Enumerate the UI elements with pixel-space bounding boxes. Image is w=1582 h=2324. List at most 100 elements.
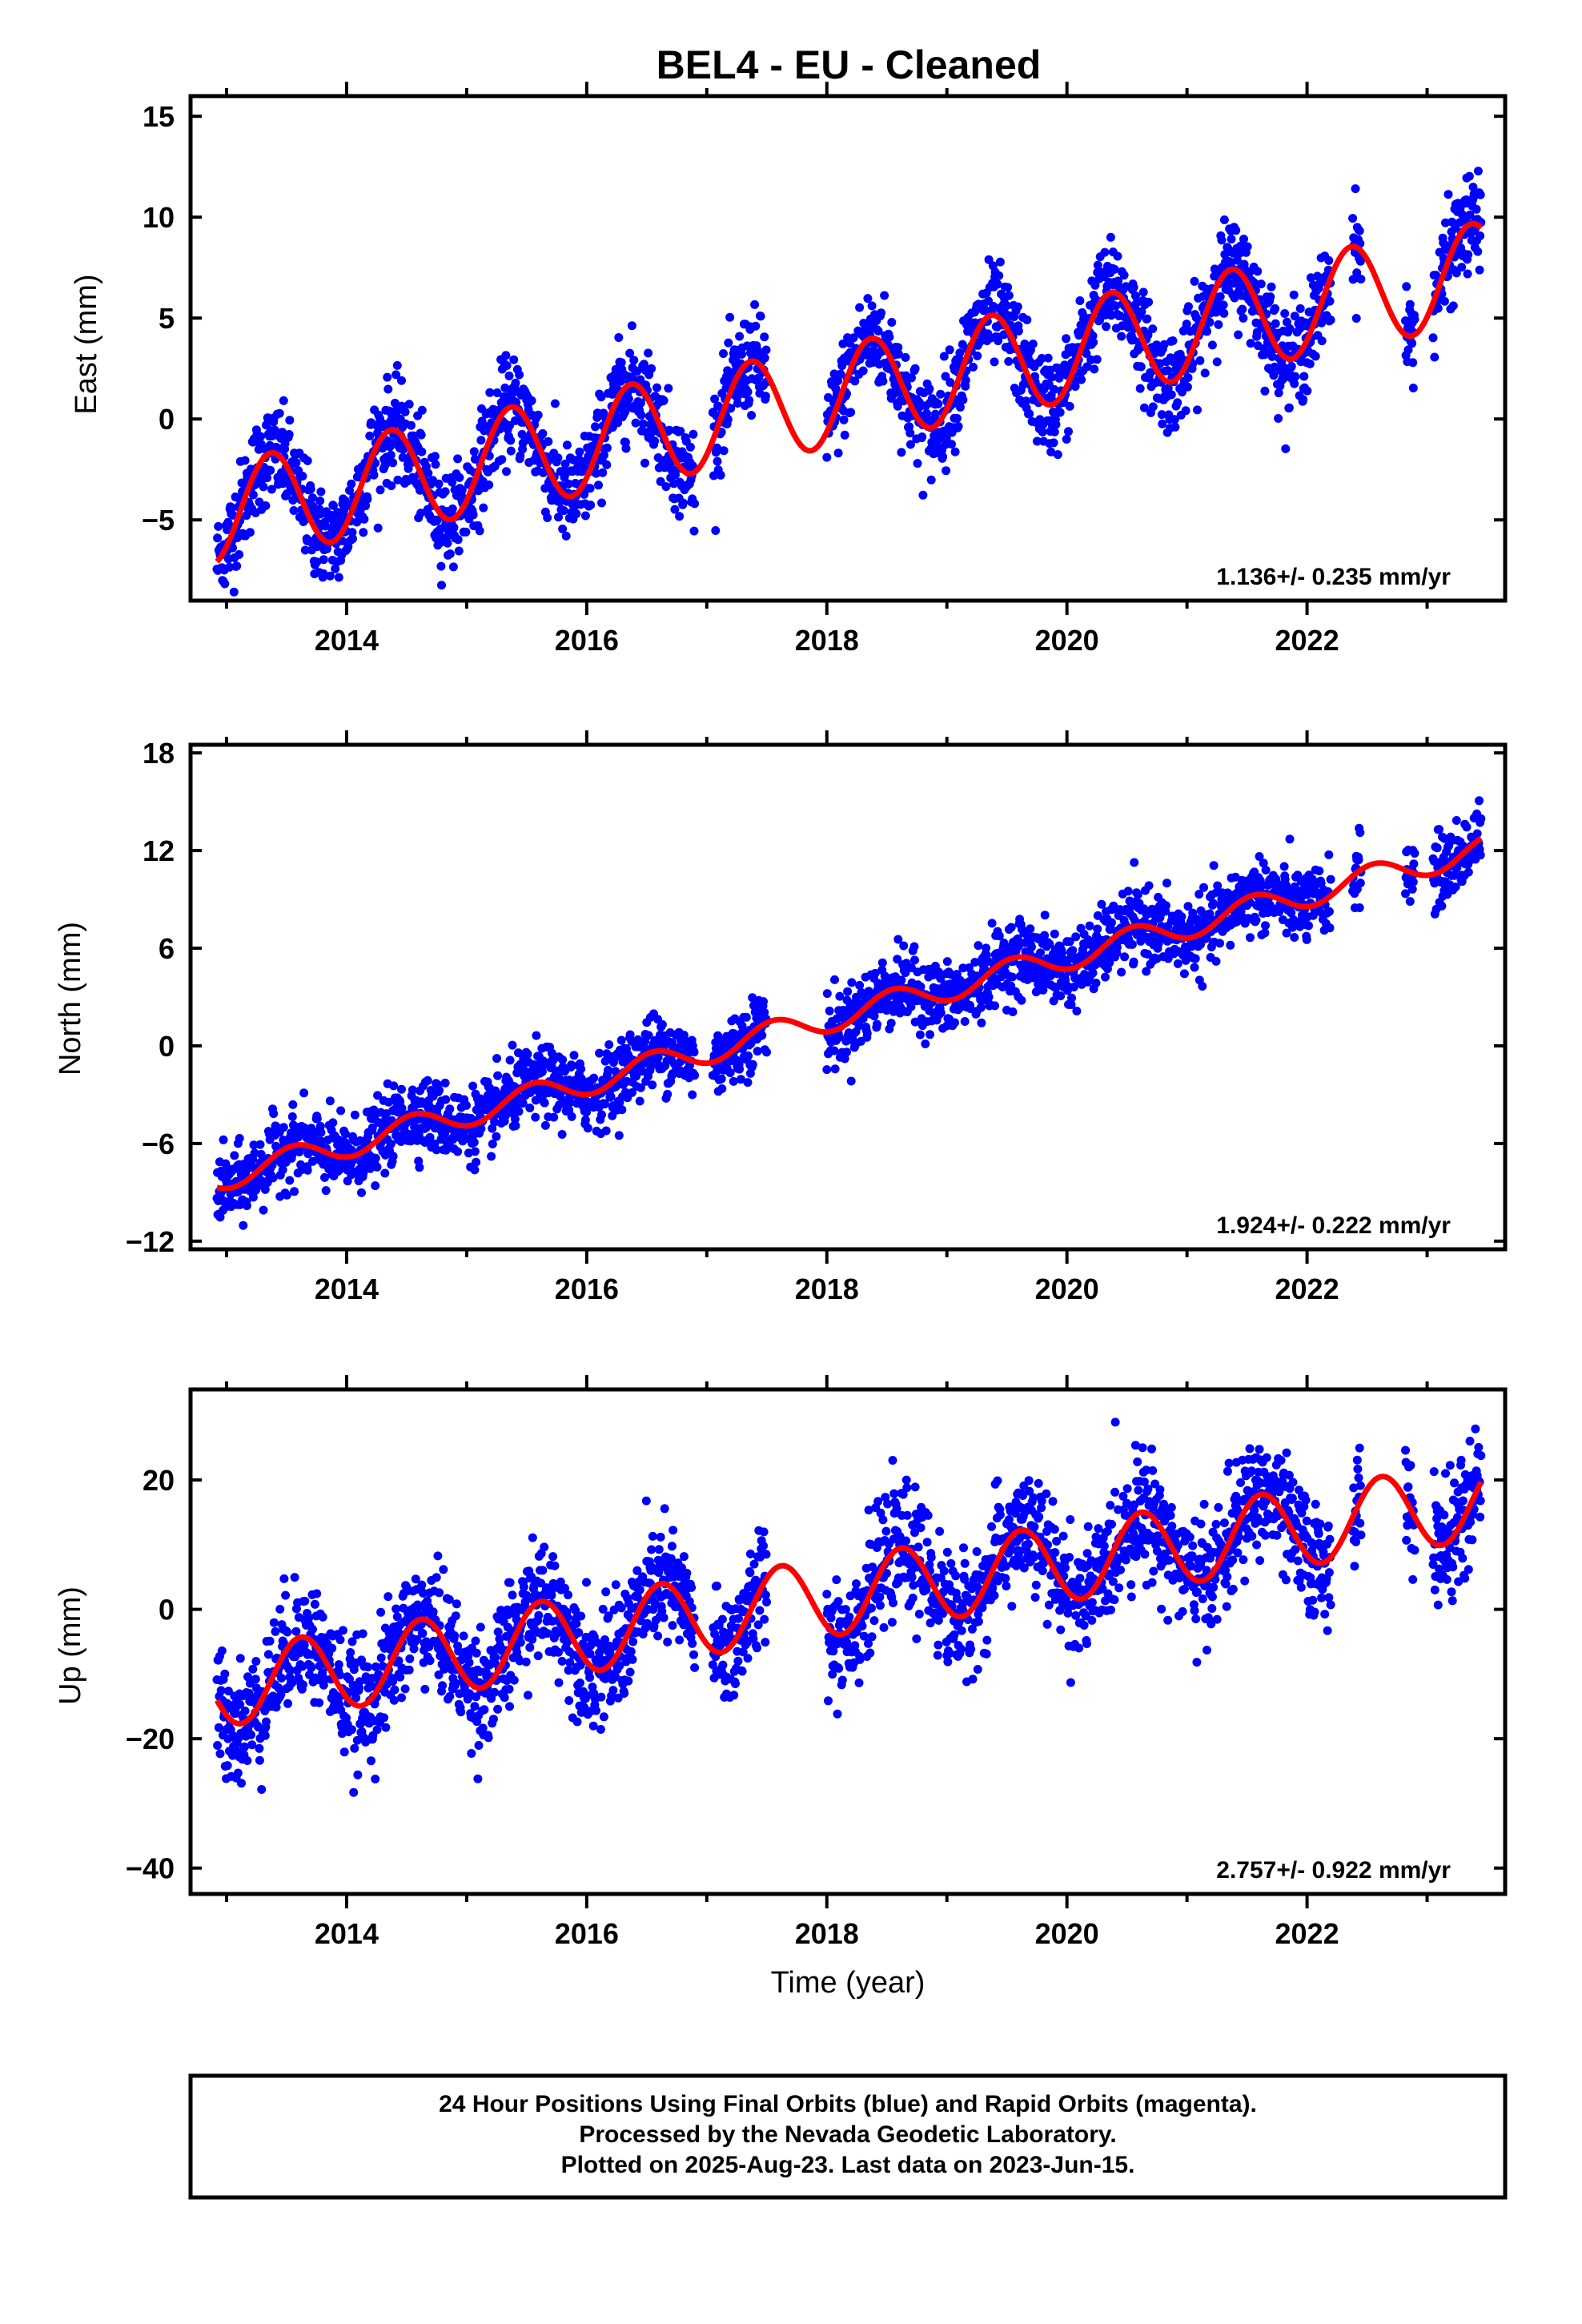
east-point bbox=[954, 422, 963, 431]
north-y-tick-label: −6 bbox=[142, 1128, 175, 1160]
east-point bbox=[306, 485, 315, 494]
east-point bbox=[1325, 296, 1335, 306]
east-y-axis-label: East (mm) bbox=[70, 274, 103, 414]
up-point bbox=[213, 1741, 223, 1750]
up-point bbox=[255, 1755, 264, 1765]
north-point bbox=[1177, 912, 1186, 922]
east-point bbox=[877, 308, 886, 318]
east-point bbox=[361, 501, 371, 511]
east-point bbox=[973, 351, 982, 360]
east-point bbox=[245, 528, 255, 537]
north-point bbox=[492, 1054, 501, 1063]
north-point bbox=[316, 1128, 326, 1137]
north-point bbox=[663, 1089, 673, 1099]
north-point bbox=[523, 1049, 532, 1059]
east-point bbox=[477, 416, 487, 426]
east-point bbox=[1443, 190, 1453, 199]
east-point bbox=[554, 513, 563, 522]
east-point bbox=[1183, 373, 1193, 383]
north-point bbox=[717, 1074, 726, 1084]
east-point bbox=[558, 525, 568, 533]
east-point bbox=[1243, 242, 1252, 251]
east-y-tick-label: −5 bbox=[142, 504, 175, 537]
east-point bbox=[664, 384, 673, 393]
east-point bbox=[232, 561, 242, 571]
east-point bbox=[1457, 263, 1467, 272]
east-point bbox=[750, 300, 760, 309]
east-point bbox=[1326, 316, 1335, 324]
east-point bbox=[1075, 296, 1085, 305]
east-point bbox=[905, 440, 915, 449]
east-point bbox=[724, 338, 733, 348]
east-point bbox=[863, 294, 873, 304]
north-point bbox=[415, 1163, 424, 1172]
east-point bbox=[312, 557, 322, 567]
up-point bbox=[240, 1707, 250, 1715]
east-point bbox=[1281, 444, 1291, 453]
east-point bbox=[390, 398, 400, 408]
chart-title: BEL4 - EU - Cleaned bbox=[656, 42, 1042, 87]
north-point bbox=[350, 1110, 359, 1120]
east-point bbox=[256, 432, 266, 441]
east-point bbox=[1472, 204, 1481, 214]
east-point bbox=[725, 312, 735, 322]
east-point bbox=[559, 506, 568, 516]
north-point bbox=[235, 1134, 244, 1143]
east-point bbox=[436, 561, 446, 571]
north-point bbox=[1279, 862, 1289, 871]
east-point bbox=[572, 509, 581, 518]
north-point bbox=[744, 1051, 753, 1060]
east-point bbox=[913, 459, 922, 468]
east-point bbox=[1100, 247, 1110, 257]
east-point bbox=[448, 562, 458, 572]
east-point bbox=[685, 442, 695, 452]
east-point bbox=[1106, 232, 1115, 242]
east-y-tick-label: 15 bbox=[143, 100, 175, 133]
north-point bbox=[1209, 899, 1219, 908]
north-point bbox=[1324, 850, 1334, 859]
east-point bbox=[1135, 384, 1145, 393]
east-point bbox=[910, 364, 920, 373]
east-point bbox=[1181, 406, 1191, 416]
east-point bbox=[644, 348, 653, 358]
east-point bbox=[945, 345, 954, 355]
north-point bbox=[830, 1064, 840, 1074]
east-point bbox=[229, 587, 239, 597]
north-rate-label: 1.924+/- 0.222 mm/yr bbox=[1216, 1212, 1451, 1239]
east-point bbox=[440, 487, 450, 497]
north-point bbox=[583, 1124, 592, 1133]
north-point bbox=[453, 1147, 463, 1156]
east-point bbox=[1043, 353, 1053, 363]
north-point bbox=[597, 1110, 606, 1120]
east-point bbox=[502, 467, 511, 476]
east-point bbox=[278, 428, 287, 437]
north-point bbox=[255, 1140, 265, 1149]
east-point bbox=[416, 430, 426, 440]
east-point bbox=[653, 453, 663, 462]
east-point bbox=[373, 523, 383, 533]
north-point bbox=[435, 1085, 444, 1095]
east-point bbox=[1144, 297, 1153, 307]
east-point bbox=[392, 408, 402, 416]
north-point bbox=[1405, 897, 1415, 907]
east-point bbox=[1287, 362, 1296, 371]
north-point bbox=[279, 1123, 288, 1132]
north-point bbox=[1040, 911, 1050, 920]
east-point bbox=[319, 569, 328, 578]
east-point bbox=[659, 396, 669, 405]
east-point bbox=[359, 514, 369, 524]
east-point bbox=[710, 394, 720, 404]
east-point bbox=[833, 448, 843, 458]
east-point bbox=[846, 408, 856, 417]
north-point bbox=[842, 1047, 851, 1057]
east-point bbox=[363, 494, 372, 504]
north-point bbox=[1091, 979, 1101, 987]
east-point bbox=[282, 489, 291, 498]
east-point bbox=[824, 392, 833, 402]
north-point bbox=[830, 975, 839, 984]
north-point bbox=[508, 1040, 517, 1050]
east-point bbox=[822, 452, 832, 462]
north-point bbox=[380, 1168, 390, 1178]
